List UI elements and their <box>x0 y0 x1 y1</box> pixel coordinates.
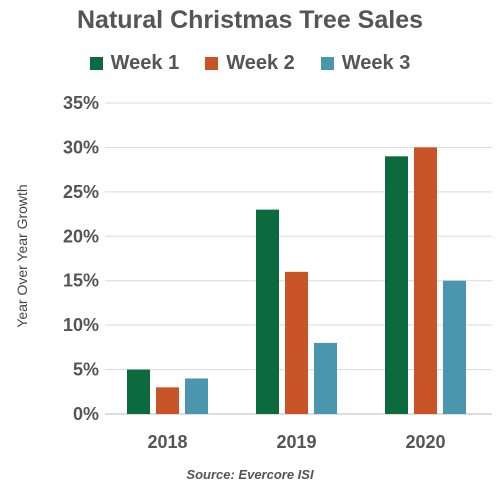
legend-label-week-1: Week 1 <box>110 52 180 74</box>
bar-week-1-2019 <box>256 209 279 414</box>
y-tick-label: 35% <box>63 93 99 113</box>
legend-label-week-3: Week 3 <box>341 52 411 74</box>
bar-week-3-2020 <box>443 280 466 414</box>
x-tick-label: 2018 <box>147 432 187 452</box>
bar-week-1-2018 <box>127 369 150 414</box>
y-tick-label: 30% <box>63 137 99 157</box>
y-tick-label: 0% <box>73 404 99 424</box>
bar-week-3-2018 <box>185 378 208 414</box>
bar-week-2-2019 <box>285 271 308 414</box>
legend-item-week-3: Week 3 <box>320 52 411 75</box>
y-tick-label: 15% <box>63 271 99 291</box>
chart-title: Natural Christmas Tree Sales <box>77 6 423 34</box>
bar-week-1-2020 <box>385 156 408 415</box>
legend-item-week-2: Week 2 <box>205 52 295 75</box>
y-tick-label: 20% <box>63 226 99 246</box>
bar-week-3-2019 <box>314 342 337 414</box>
legend-swatch-week-2 <box>205 57 219 70</box>
x-tick-label: 2019 <box>276 432 316 452</box>
y-tick-label: 5% <box>73 360 99 380</box>
legend-swatch-week-3 <box>320 57 334 70</box>
x-tick-label: 2020 <box>405 432 445 452</box>
legend-item-week-1: Week 1 <box>89 52 180 75</box>
legend-swatch-week-1 <box>89 57 103 70</box>
y-tick-label: 25% <box>63 182 99 202</box>
bar-week-2-2018 <box>156 387 179 414</box>
source-note: Source: Evercore ISI <box>186 467 314 482</box>
legend-label-week-2: Week 2 <box>226 52 295 74</box>
legend: Week 1 Week 2 Week 3 <box>0 52 500 75</box>
bar-week-2-2020 <box>414 147 437 414</box>
y-tick-label: 10% <box>63 315 99 335</box>
